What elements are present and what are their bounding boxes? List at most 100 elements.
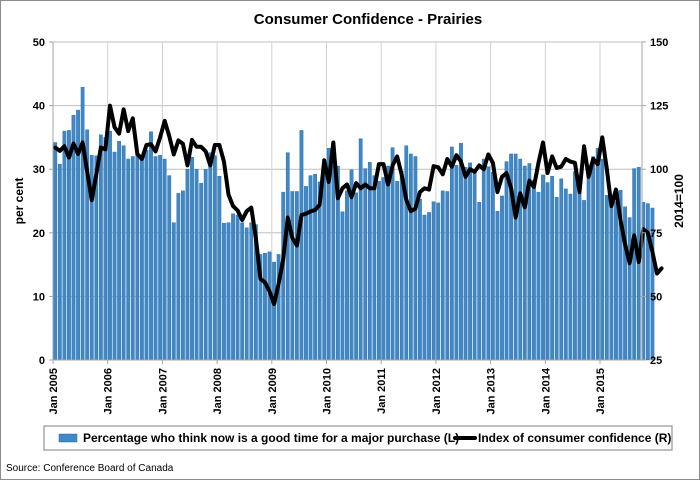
bar bbox=[381, 177, 386, 361]
bar bbox=[468, 162, 472, 361]
bar bbox=[491, 172, 495, 361]
bar bbox=[290, 191, 295, 361]
left-axis-ticks: 0 10 20 30 40 50 bbox=[33, 37, 53, 367]
bar bbox=[244, 227, 249, 361]
bar bbox=[459, 142, 463, 361]
legend: Percentage who think now is a good time … bbox=[43, 425, 673, 451]
bar bbox=[518, 158, 523, 361]
chart-title: Consumer Confidence - Prairies bbox=[254, 11, 482, 28]
bar bbox=[98, 134, 103, 361]
bar bbox=[532, 179, 536, 361]
bar bbox=[231, 213, 235, 361]
bar bbox=[554, 196, 559, 361]
right-tick-label: 150 bbox=[650, 37, 668, 49]
bar bbox=[600, 158, 605, 361]
bar bbox=[126, 158, 131, 361]
bar bbox=[445, 191, 450, 361]
left-tick-label: 10 bbox=[33, 291, 45, 303]
bar bbox=[609, 203, 614, 361]
x-tick-label: Jan 2005 bbox=[48, 368, 60, 414]
right-tick-label: 50 bbox=[650, 291, 662, 303]
bar bbox=[550, 175, 555, 361]
bar bbox=[140, 156, 144, 361]
bar bbox=[354, 192, 359, 361]
bar bbox=[577, 176, 582, 361]
right-axis-ticks: 25 50 75 100 125 150 bbox=[642, 37, 668, 367]
bar bbox=[481, 158, 486, 361]
bar bbox=[144, 149, 149, 361]
bar bbox=[390, 147, 395, 361]
bar bbox=[536, 191, 541, 361]
bar bbox=[149, 131, 153, 361]
bar bbox=[345, 190, 349, 361]
bar bbox=[203, 168, 208, 361]
bar bbox=[472, 172, 477, 361]
bar bbox=[117, 141, 121, 361]
bar bbox=[67, 130, 71, 361]
bar bbox=[212, 155, 217, 361]
x-tick-label: Jan 2013 bbox=[486, 368, 498, 414]
bar bbox=[568, 193, 573, 361]
bar bbox=[573, 171, 577, 361]
bar bbox=[614, 201, 618, 361]
bar bbox=[454, 165, 459, 361]
bar bbox=[331, 165, 336, 361]
right-axis-label: 2014=100 bbox=[672, 174, 686, 228]
left-axis-label: per cent bbox=[12, 178, 26, 225]
bar bbox=[372, 175, 377, 361]
right-tick-label: 25 bbox=[650, 355, 662, 367]
x-tick-label: Jan 2008 bbox=[212, 368, 224, 414]
bar bbox=[108, 130, 112, 361]
bar bbox=[495, 210, 500, 361]
bar bbox=[62, 130, 67, 361]
left-tick-label: 40 bbox=[33, 101, 45, 113]
left-tick-label: 50 bbox=[33, 37, 45, 49]
bar bbox=[477, 202, 482, 361]
bar bbox=[413, 156, 418, 361]
bar bbox=[504, 161, 509, 361]
bar bbox=[358, 138, 363, 361]
bar bbox=[404, 145, 409, 361]
bar bbox=[408, 153, 413, 361]
bar bbox=[632, 168, 637, 361]
bar bbox=[582, 200, 586, 361]
x-tick-label: Jan 2012 bbox=[431, 368, 443, 414]
x-tick-label: Jan 2011 bbox=[376, 368, 388, 414]
bar bbox=[427, 212, 431, 361]
bar bbox=[500, 195, 504, 361]
bar bbox=[436, 202, 441, 361]
bar bbox=[563, 188, 568, 361]
x-tick-label: Jan 2006 bbox=[103, 368, 115, 414]
bar bbox=[176, 193, 181, 361]
source-note: Source: Conference Board of Canada bbox=[6, 463, 174, 474]
line-series-layer bbox=[53, 103, 664, 307]
bar bbox=[226, 222, 231, 361]
legend-bar-label: Percentage who think now is a good time … bbox=[83, 431, 459, 445]
bar bbox=[463, 167, 468, 361]
bar bbox=[541, 174, 545, 361]
legend-line-label: Index of consumer confidence (R) bbox=[478, 431, 671, 445]
x-tick-label: Jan 2009 bbox=[267, 368, 279, 414]
legend-bar-swatch bbox=[58, 433, 78, 443]
bar bbox=[377, 181, 381, 361]
bar bbox=[650, 207, 655, 361]
bar bbox=[240, 222, 245, 361]
left-tick-label: 0 bbox=[39, 355, 45, 367]
bar bbox=[313, 174, 317, 361]
x-tick-label: Jan 2015 bbox=[595, 368, 607, 414]
bar bbox=[418, 198, 422, 361]
bar bbox=[121, 145, 126, 361]
bar bbox=[272, 261, 276, 361]
bar bbox=[294, 191, 299, 361]
bar bbox=[604, 195, 609, 361]
x-axis-ticks: Jan 2005 Jan 2006 Jan 2007 Jan 2008 Jan 2009… bbox=[48, 360, 607, 414]
bar bbox=[263, 252, 267, 361]
bar bbox=[267, 251, 272, 361]
bar bbox=[135, 154, 140, 361]
bar bbox=[103, 137, 108, 361]
bar bbox=[181, 190, 185, 361]
bar bbox=[249, 222, 254, 361]
bar bbox=[363, 168, 368, 361]
bar bbox=[167, 175, 172, 361]
